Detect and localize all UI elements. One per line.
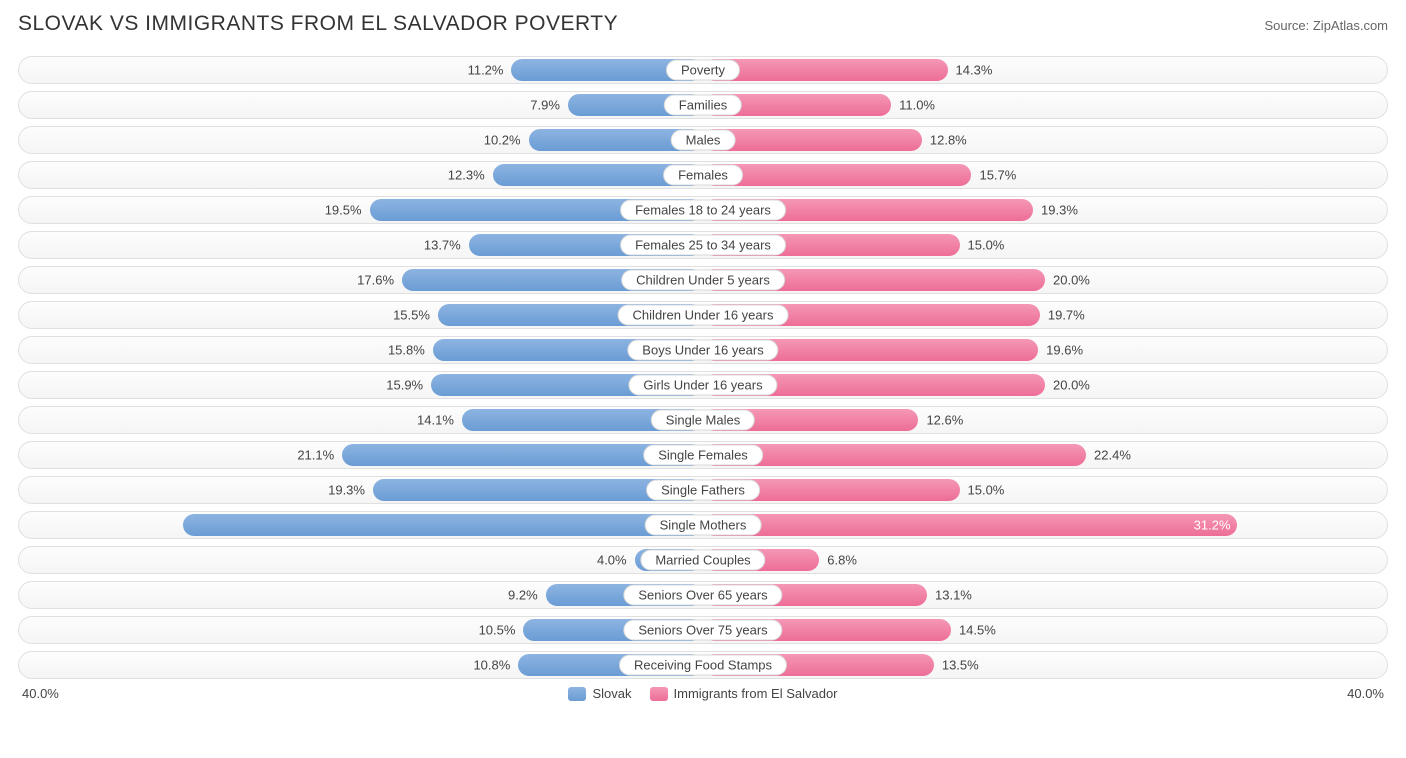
legend-item-slovak: Slovak <box>568 686 631 701</box>
value-left: 13.7% <box>424 238 469 253</box>
legend: Slovak Immigrants from El Salvador <box>568 686 837 701</box>
chart-row: 4.0% 6.8% Married Couples <box>18 546 1388 574</box>
chart-row: 15.8% 19.6% Boys Under 16 years <box>18 336 1388 364</box>
value-left: 15.8% <box>388 343 433 358</box>
swatch-slovak <box>568 687 586 701</box>
chart-row: 11.2% 14.3% Poverty <box>18 56 1388 84</box>
value-left: 19.3% <box>328 483 373 498</box>
bar-left: 30.4% <box>183 514 703 536</box>
category-label: Single Fathers <box>646 480 760 501</box>
category-label: Seniors Over 65 years <box>623 585 782 606</box>
diverging-bar-chart: 11.2% 14.3% Poverty 7.9% 11.0% Families 10.2% 1… <box>18 56 1388 679</box>
value-right: 20.0% <box>1045 378 1090 393</box>
value-right: 31.2% <box>1194 518 1231 533</box>
chart-title: SLOVAK VS IMMIGRANTS FROM EL SALVADOR PO… <box>18 12 618 36</box>
value-right: 11.0% <box>891 98 935 113</box>
category-label: Girls Under 16 years <box>628 375 777 396</box>
axis-max-right: 40.0% <box>1347 686 1384 701</box>
value-left: 11.2% <box>468 63 512 78</box>
chart-source: Source: ZipAtlas.com <box>1264 18 1388 33</box>
chart-row: 30.4% 31.2% Single Mothers <box>18 511 1388 539</box>
legend-label-elsalvador: Immigrants from El Salvador <box>674 686 838 701</box>
swatch-elsalvador <box>650 687 668 701</box>
value-right: 19.6% <box>1038 343 1083 358</box>
value-right: 19.7% <box>1040 308 1085 323</box>
value-left: 15.5% <box>393 308 438 323</box>
value-right: 15.7% <box>971 168 1016 183</box>
chart-row: 12.3%15.7%Females <box>18 161 1388 189</box>
chart-header: SLOVAK VS IMMIGRANTS FROM EL SALVADOR PO… <box>18 12 1388 36</box>
chart-row: 13.7% 15.0% Females 25 to 34 years <box>18 231 1388 259</box>
bar-right: 15.7% <box>703 164 971 186</box>
value-right: 22.4% <box>1086 448 1131 463</box>
value-left: 10.2% <box>484 133 529 148</box>
value-left: 10.8% <box>473 658 518 673</box>
category-label: Children Under 5 years <box>621 270 785 291</box>
legend-label-slovak: Slovak <box>592 686 631 701</box>
value-right: 19.3% <box>1033 203 1078 218</box>
category-label: Females 18 to 24 years <box>620 200 786 221</box>
value-left: 14.1% <box>417 413 462 428</box>
value-left: 4.0% <box>597 553 635 568</box>
value-left: 12.3% <box>448 168 493 183</box>
category-label: Single Females <box>643 445 763 466</box>
value-left: 7.9% <box>530 98 568 113</box>
category-label: Children Under 16 years <box>618 305 789 326</box>
value-left: 9.2% <box>508 588 546 603</box>
category-label: Single Mothers <box>645 515 762 536</box>
axis-max-left: 40.0% <box>22 686 59 701</box>
bar-right: 31.2% <box>703 514 1237 536</box>
category-label: Poverty <box>666 60 740 81</box>
category-label: Single Males <box>651 410 755 431</box>
category-label: Families <box>664 95 742 116</box>
chart-row: 7.9% 11.0% Families <box>18 91 1388 119</box>
chart-row: 17.6% 20.0% Children Under 5 years <box>18 266 1388 294</box>
chart-row: 10.5% 14.5% Seniors Over 75 years <box>18 616 1388 644</box>
chart-row: 9.2% 13.1% Seniors Over 65 years <box>18 581 1388 609</box>
category-label: Boys Under 16 years <box>627 340 778 361</box>
value-left: 21.1% <box>297 448 342 463</box>
category-label: Married Couples <box>640 550 765 571</box>
value-right: 13.1% <box>927 588 972 603</box>
value-right: 12.6% <box>918 413 963 428</box>
category-label: Females 25 to 34 years <box>620 235 786 256</box>
category-label: Males <box>671 130 736 151</box>
value-left: 15.9% <box>386 378 431 393</box>
value-right: 12.8% <box>922 133 967 148</box>
chart-row: 19.3% 15.0% Single Fathers <box>18 476 1388 504</box>
chart-footer: 40.0% Slovak Immigrants from El Salvador… <box>18 686 1388 701</box>
value-left: 19.5% <box>325 203 370 218</box>
value-right: 15.0% <box>960 238 1005 253</box>
chart-row: 10.8% 13.5% Receiving Food Stamps <box>18 651 1388 679</box>
value-left: 17.6% <box>357 273 402 288</box>
value-right: 13.5% <box>934 658 979 673</box>
category-label: Receiving Food Stamps <box>619 655 787 676</box>
chart-row: 19.5% 19.3% Females 18 to 24 years <box>18 196 1388 224</box>
chart-row: 21.1% 22.4% Single Females <box>18 441 1388 469</box>
legend-item-elsalvador: Immigrants from El Salvador <box>650 686 838 701</box>
value-right: 6.8% <box>819 553 857 568</box>
bar-right: 12.8% <box>703 129 922 151</box>
chart-row: 15.5% 19.7% Children Under 16 years <box>18 301 1388 329</box>
category-label: Seniors Over 75 years <box>623 620 782 641</box>
value-left: 10.5% <box>479 623 524 638</box>
value-right: 20.0% <box>1045 273 1090 288</box>
value-right: 14.5% <box>951 623 996 638</box>
chart-row: 14.1% 12.6% Single Males <box>18 406 1388 434</box>
chart-row: 15.9% 20.0% Girls Under 16 years <box>18 371 1388 399</box>
chart-row: 10.2%12.8%Males <box>18 126 1388 154</box>
category-label: Females <box>663 165 743 186</box>
value-right: 15.0% <box>960 483 1005 498</box>
value-right: 14.3% <box>948 63 993 78</box>
